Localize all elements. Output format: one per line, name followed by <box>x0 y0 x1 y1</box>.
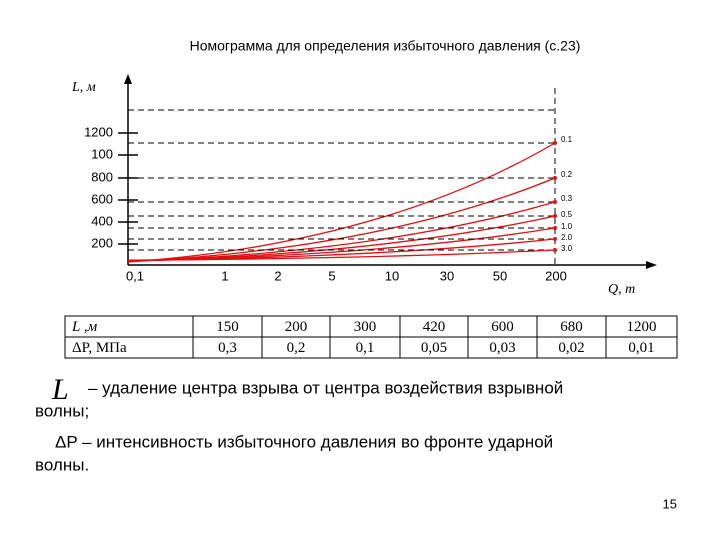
legend-line: волны. <box>35 455 89 474</box>
curve-label: 0.3 <box>561 194 573 203</box>
y-tick-label: 800 <box>91 169 113 184</box>
table-cell: 0,03 <box>489 340 515 356</box>
x-axis-label: Q, т <box>608 282 635 297</box>
x-tick-label: 10 <box>385 268 399 283</box>
x-tick-label: 200 <box>545 268 567 283</box>
curve-end <box>553 214 557 218</box>
y-tick-label: 1200 <box>84 124 113 139</box>
y-tick-label: 600 <box>91 191 113 206</box>
curve-end <box>553 176 557 180</box>
x-tick-label: 0,1 <box>126 268 144 283</box>
x-tick-label: 30 <box>440 268 454 283</box>
y-axis-arrow <box>124 74 132 84</box>
table-cell: 420 <box>423 319 446 335</box>
legend-line: – удаление центра взрыва от центра возде… <box>88 378 563 397</box>
table-cell: 300 <box>354 319 377 335</box>
row-header: ΔP, МПа <box>72 340 127 356</box>
curve-label: 0.1 <box>561 135 573 144</box>
curve-label: 2.0 <box>561 233 573 242</box>
curve-label: 3.0 <box>561 244 573 253</box>
table-cell: 200 <box>285 319 308 335</box>
title: Номограмма для определения избыточного д… <box>190 38 581 54</box>
table-cell: 1200 <box>627 319 657 335</box>
row-header: L ,м <box>71 319 98 335</box>
table-cell: 680 <box>560 319 583 335</box>
y-tick-label: 400 <box>91 213 113 228</box>
x-tick-label: 2 <box>274 268 281 283</box>
legend-symbol: L <box>51 373 69 406</box>
table-cell: 0,01 <box>628 340 654 356</box>
curve-label: 0.2 <box>561 170 573 179</box>
table-cell: 600 <box>491 319 514 335</box>
curve-label: 0.5 <box>561 210 573 219</box>
curve-label: 1.0 <box>561 222 573 231</box>
curve <box>127 142 556 263</box>
legend-line: ΔP – интенсивность избыточного давления … <box>55 432 553 451</box>
x-tick-label: 5 <box>328 268 335 283</box>
y-tick-label: 100 <box>91 146 113 161</box>
curve-end <box>553 248 557 252</box>
table-cell: 0,02 <box>558 340 584 356</box>
curve-end <box>553 226 557 230</box>
x-tick-label: 1 <box>221 268 228 283</box>
curve-end <box>553 200 557 204</box>
page-number: 15 <box>663 496 677 511</box>
curve <box>127 177 556 263</box>
x-axis-arrow <box>646 261 657 269</box>
table-cell: 0,05 <box>421 340 447 356</box>
x-tick-label: 50 <box>493 268 507 283</box>
curve <box>127 249 556 261</box>
y-axis-label: L, м <box>71 80 96 95</box>
curve-end <box>553 141 557 145</box>
table-cell: 0,1 <box>356 340 375 356</box>
table-cell: 0,2 <box>287 340 306 356</box>
curve-end <box>553 237 557 241</box>
table-cell: 0,3 <box>218 340 237 356</box>
y-tick-label: 200 <box>91 235 113 250</box>
legend-line: волны; <box>35 401 89 420</box>
table-cell: 150 <box>216 319 239 335</box>
